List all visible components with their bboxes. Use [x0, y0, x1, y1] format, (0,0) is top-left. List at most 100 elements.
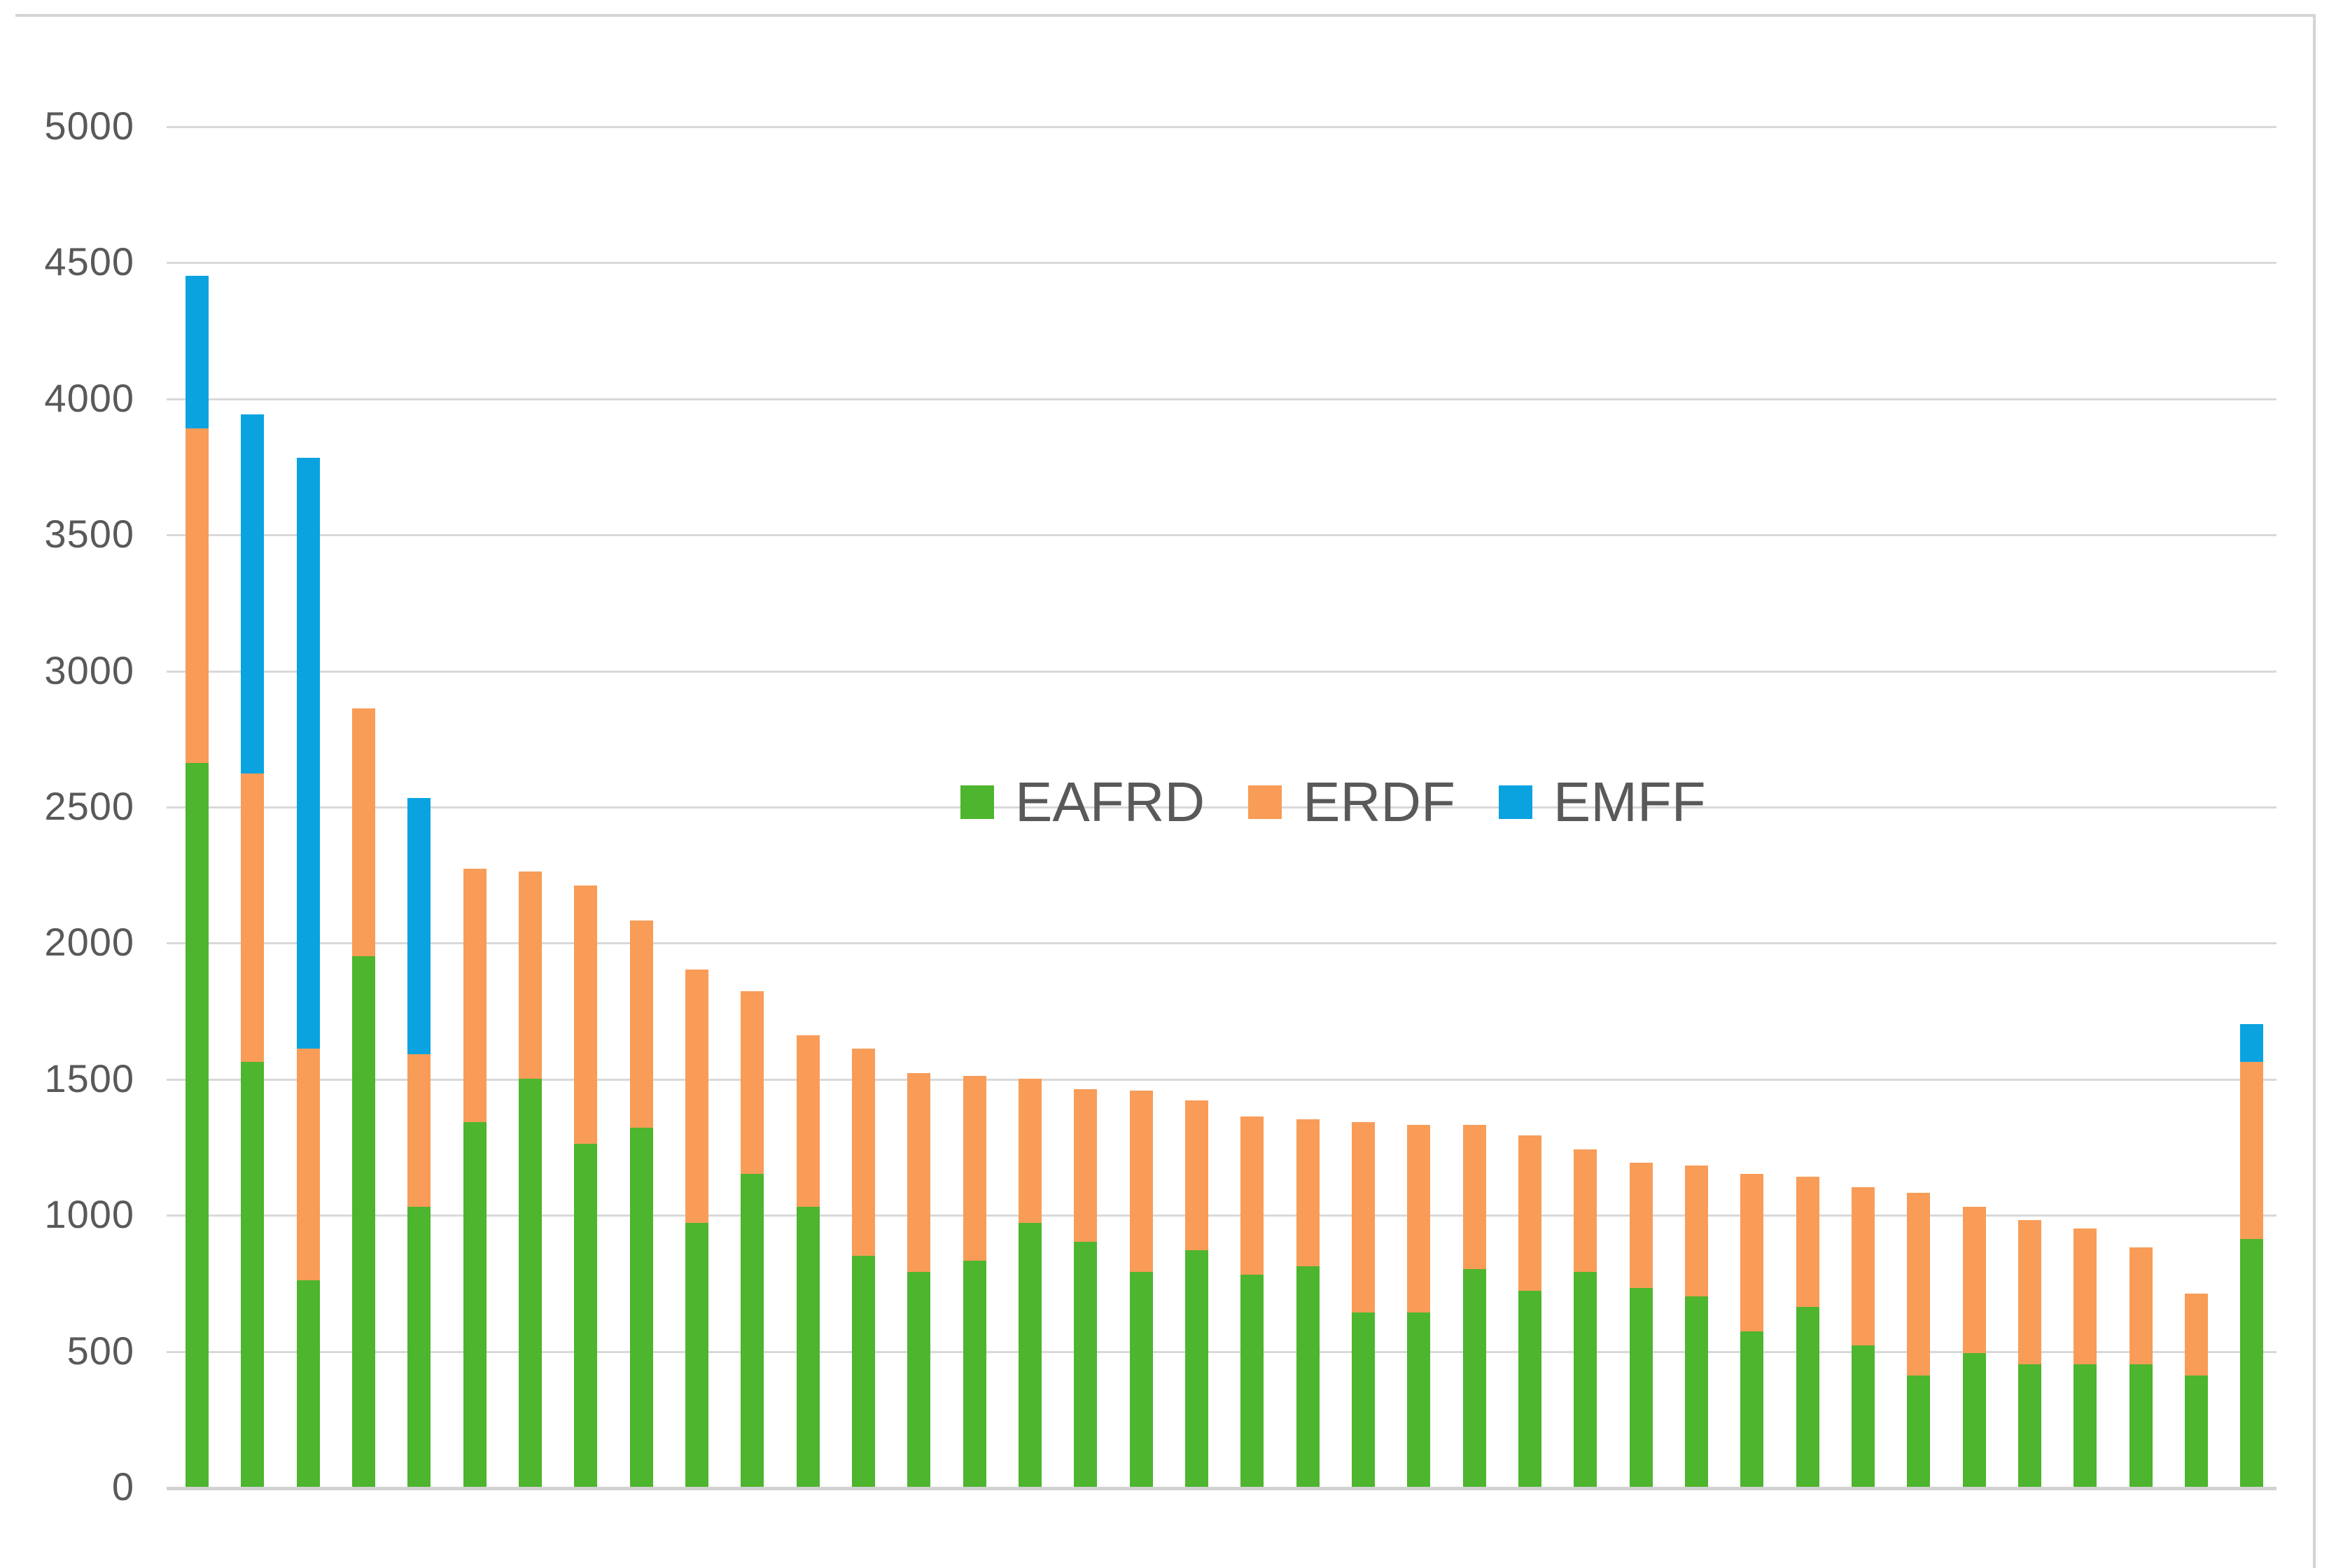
bar-37-segment-eafrd: [2184, 1375, 2208, 1487]
stacked-bar-19: [1184, 0, 1208, 1487]
chart-legend: EAFRD ERDF EMFF: [960, 769, 1749, 836]
bar-13-segment-eafrd: [851, 1255, 875, 1487]
bar-32-segment-eafrd: [1907, 1375, 1931, 1487]
bar-10-segment-eafrd: [685, 1222, 708, 1487]
bar-12-segment-erdf: [796, 1035, 820, 1207]
stacked-bar-7: [518, 0, 542, 1487]
bar-9-segment-eafrd: [629, 1127, 653, 1487]
bar-2-segment-emff: [241, 414, 265, 774]
stacked-bar-26: [1574, 0, 1597, 1487]
bar-33-segment-erdf: [1962, 1206, 1986, 1354]
bar-1-segment-erdf: [186, 428, 209, 763]
bar-33-segment-eafrd: [1962, 1353, 1986, 1487]
gridline-2000: [167, 942, 2276, 945]
stacked-bar-3: [296, 0, 320, 1487]
stacked-bar-12: [796, 0, 820, 1487]
gridline-2500: [167, 806, 2276, 808]
bar-19-segment-eafrd: [1184, 1250, 1208, 1487]
chart-border-top: [15, 14, 2316, 17]
bar-24-segment-eafrd: [1462, 1268, 1486, 1487]
legend-item-erdf: ERDF: [1248, 769, 1455, 836]
stacked-bar-32: [1907, 0, 1931, 1487]
bar-31-segment-erdf: [1851, 1187, 1875, 1345]
stacked-bar-24: [1462, 0, 1486, 1487]
bar-22-segment-erdf: [1351, 1122, 1375, 1313]
bar-17-segment-eafrd: [1074, 1242, 1098, 1487]
y-axis-tick-label-4000: 4000: [44, 375, 134, 420]
stacked-bar-11: [741, 0, 764, 1487]
y-axis-tick-label-5000: 5000: [44, 104, 134, 148]
eafrd-swatch-icon: [960, 785, 994, 819]
bar-9-segment-erdf: [629, 920, 653, 1128]
stacked-bar-13: [851, 0, 875, 1487]
stacked-bar-27: [1629, 0, 1653, 1487]
erdf-swatch-icon: [1248, 785, 1282, 819]
bar-23-segment-erdf: [1407, 1124, 1431, 1313]
bar-1-segment-eafrd: [186, 762, 209, 1487]
gridline-500: [167, 1350, 2276, 1353]
bar-28-segment-eafrd: [1684, 1296, 1708, 1487]
gridline-4500: [167, 262, 2276, 265]
stacked-bar-21: [1296, 0, 1320, 1487]
bar-6-segment-eafrd: [463, 1122, 487, 1487]
bar-6-segment-erdf: [463, 869, 487, 1122]
stacked-bar-36: [2129, 0, 2153, 1487]
bar-32-segment-erdf: [1907, 1193, 1931, 1376]
bar-22-segment-eafrd: [1351, 1312, 1375, 1487]
stacked-bar-6: [463, 0, 487, 1487]
bar-14-segment-erdf: [907, 1073, 931, 1272]
stacked-bar-9: [629, 0, 653, 1487]
bar-4-segment-eafrd: [351, 955, 375, 1487]
stacked-bar-16: [1018, 0, 1042, 1487]
bar-37-segment-erdf: [2184, 1293, 2208, 1376]
bar-1-segment-emff: [186, 275, 209, 428]
bar-36-segment-erdf: [2129, 1247, 2153, 1365]
y-axis-tick-label-0: 0: [111, 1464, 134, 1508]
y-axis-tick-label-2500: 2500: [44, 784, 134, 828]
stacked-bar-37: [2184, 0, 2208, 1487]
bar-38-segment-eafrd: [2240, 1239, 2264, 1487]
stacked-bar-33: [1962, 0, 1986, 1487]
bar-21-segment-eafrd: [1296, 1266, 1320, 1487]
stacked-bar-10: [685, 0, 708, 1487]
stacked-bar-29: [1740, 0, 1764, 1487]
bar-5-segment-emff: [407, 798, 431, 1054]
chart-border-right: [2313, 14, 2316, 1568]
bar-35-segment-eafrd: [2073, 1364, 2097, 1487]
bar-25-segment-erdf: [1518, 1135, 1541, 1292]
bar-14-segment-eafrd: [907, 1271, 931, 1487]
y-axis-tick-label-4500: 4500: [44, 239, 134, 284]
bar-7-segment-eafrd: [518, 1078, 542, 1487]
y-axis-tick-label-3000: 3000: [44, 648, 134, 692]
bar-34-segment-erdf: [2017, 1219, 2041, 1365]
gridline-1000: [167, 1214, 2276, 1217]
bar-18-segment-eafrd: [1129, 1271, 1153, 1487]
stacked-bar-17: [1074, 0, 1098, 1487]
legend-item-emff: EMFF: [1498, 769, 1706, 836]
bar-36-segment-eafrd: [2129, 1364, 2153, 1487]
stacked-bar-25: [1518, 0, 1541, 1487]
bar-27-segment-eafrd: [1629, 1288, 1653, 1487]
bar-27-segment-erdf: [1629, 1163, 1653, 1289]
bar-21-segment-erdf: [1296, 1119, 1320, 1267]
bar-28-segment-erdf: [1684, 1166, 1708, 1296]
bar-5-segment-erdf: [407, 1054, 431, 1207]
bar-17-segment-erdf: [1074, 1089, 1098, 1242]
bar-20-segment-eafrd: [1240, 1274, 1264, 1487]
bar-15-segment-erdf: [963, 1075, 986, 1261]
bar-25-segment-eafrd: [1518, 1291, 1541, 1487]
bar-10-segment-erdf: [685, 969, 708, 1223]
gridline-1500: [167, 1078, 2276, 1081]
bar-38-segment-erdf: [2240, 1062, 2264, 1240]
bar-13-segment-erdf: [851, 1049, 875, 1256]
bar-4-segment-erdf: [351, 708, 375, 956]
bar-11-segment-eafrd: [741, 1173, 764, 1487]
y-axis-tick-label-1000: 1000: [44, 1192, 134, 1237]
stacked-bar-4: [351, 0, 375, 1487]
emff-swatch-icon: [1498, 785, 1532, 819]
bar-29-segment-eafrd: [1740, 1331, 1764, 1487]
stacked-bar-20: [1240, 0, 1264, 1487]
bar-34-segment-eafrd: [2017, 1364, 2041, 1487]
stacked-bar-31: [1851, 0, 1875, 1487]
bar-23-segment-eafrd: [1407, 1312, 1431, 1487]
